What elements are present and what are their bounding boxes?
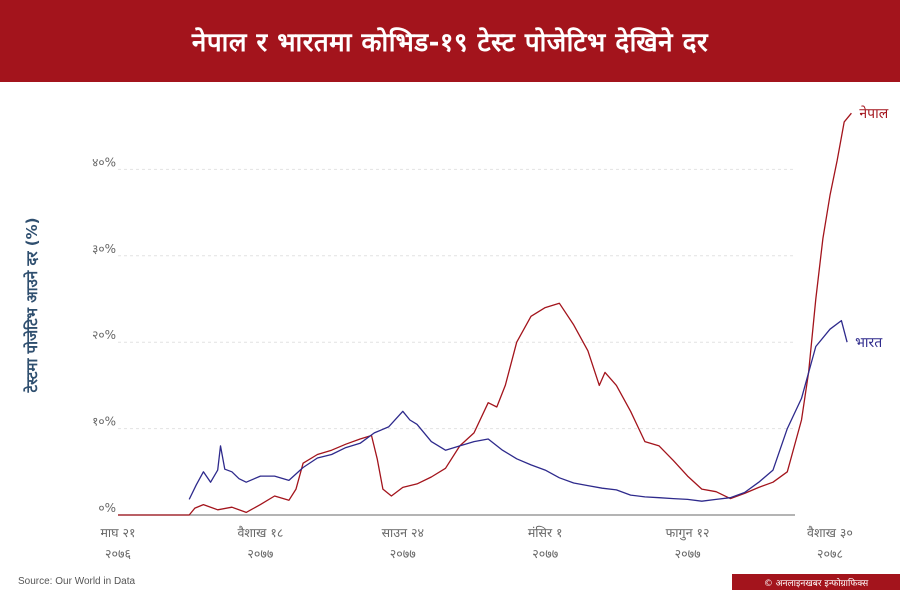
y-tick-label: ०% (98, 501, 116, 515)
series-lines (118, 112, 852, 516)
x-tick-label: साउन २४ (382, 525, 424, 540)
y-tick-label: २०% (92, 328, 116, 342)
x-tick-labels: माघ २१ २०७६ वैशाख १८ २०७७ साउन २४ २०७७ मंसिर १… (100, 525, 852, 561)
series-labels: नेपाल भारत (855, 105, 889, 351)
x-tick-label: वैशाख ३० (807, 525, 853, 540)
x-tick-year-label: २०७७ (675, 546, 701, 561)
x-tick-year-label: २०७७ (390, 546, 416, 561)
x-tick-year-label: २०७८ (817, 546, 843, 561)
y-tick-label: ३०% (92, 242, 116, 256)
y-tick-labels: ०% १०% २०% ३०% ४०% (92, 155, 116, 515)
title-banner: नेपाल र भारतमा कोभिड-१९ टेस्ट पोजेटिभ दे… (0, 0, 900, 82)
series-label: भारत (855, 335, 883, 351)
series-label: नेपाल (859, 105, 888, 122)
series-line (118, 112, 852, 516)
gridlines (118, 168, 795, 516)
x-tick-year-label: २०७७ (247, 546, 273, 561)
y-tick-label: १०% (92, 415, 116, 429)
y-tick-label: ४०% (92, 155, 116, 169)
credit-badge: © अनलाइनखबर इन्फोग्राफिक्स (732, 574, 900, 590)
x-tick-label: माघ २१ (100, 525, 135, 540)
x-tick-year-label: २०७६ (105, 546, 131, 561)
x-tick-label: मंसिर १ (528, 525, 563, 540)
x-tick-label: वैशाख १८ (237, 525, 283, 540)
source-note: Source: Our World in Data (18, 576, 136, 587)
x-tick-label: फागुन १२ (666, 525, 710, 541)
page-title: नेपाल र भारतमा कोभिड-१९ टेस्ट पोजेटिभ दे… (191, 28, 709, 58)
positivity-rate-chart: ०% १०% २०% ३०% ४०% माघ २१ २०७६ वैशाख १८ २०७७ साउ… (92, 105, 889, 561)
x-tick-year-label: २०७७ (532, 546, 558, 561)
series-line (188, 319, 848, 502)
